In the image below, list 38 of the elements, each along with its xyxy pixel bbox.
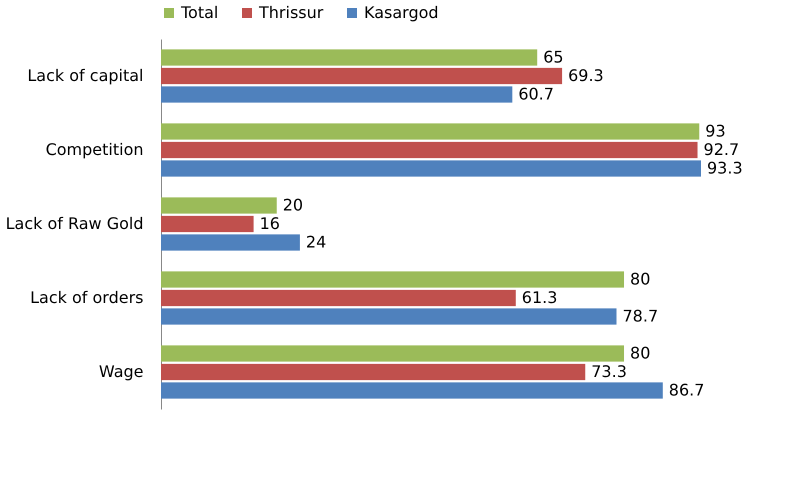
bar [161, 364, 586, 380]
bar [161, 197, 277, 214]
data-label: 65 [543, 48, 564, 66]
bar [161, 216, 254, 232]
data-label: 93.3 [707, 158, 743, 178]
data-label: 80 [630, 270, 650, 288]
bar [161, 271, 624, 288]
data-label: 78.7 [622, 306, 658, 326]
data-label: 80 [630, 344, 650, 362]
data-label: 61.3 [522, 288, 558, 307]
y-tick-label: Lack of Raw Gold [6, 214, 144, 233]
y-tick-label: Lack of capital [27, 66, 144, 85]
bar [161, 160, 701, 177]
legend-label: Total [180, 3, 218, 22]
bar [161, 345, 624, 362]
legend-label: Thrissur [258, 3, 324, 22]
data-label: 60.7 [518, 84, 554, 104]
data-label: 69.3 [568, 66, 604, 85]
bar [161, 86, 512, 103]
bar [161, 49, 538, 66]
y-tick-label: Lack of orders [30, 288, 144, 307]
bar [161, 123, 700, 140]
bar [161, 382, 663, 399]
bar [161, 234, 300, 251]
data-label: 86.7 [668, 380, 704, 400]
bar [161, 142, 698, 158]
data-label: 92.7 [704, 140, 740, 159]
data-label: 16 [260, 214, 280, 233]
y-tick-label: Wage [98, 362, 144, 381]
data-label: 73.3 [591, 362, 627, 381]
bar [161, 68, 562, 84]
bar [161, 308, 616, 325]
data-label: 93 [705, 122, 726, 140]
y-tick-label: Competition [46, 140, 144, 159]
data-label: 20 [282, 196, 304, 214]
data-label: 24 [306, 232, 326, 252]
legend-label: Kasargod [364, 3, 439, 22]
bar [161, 290, 516, 306]
